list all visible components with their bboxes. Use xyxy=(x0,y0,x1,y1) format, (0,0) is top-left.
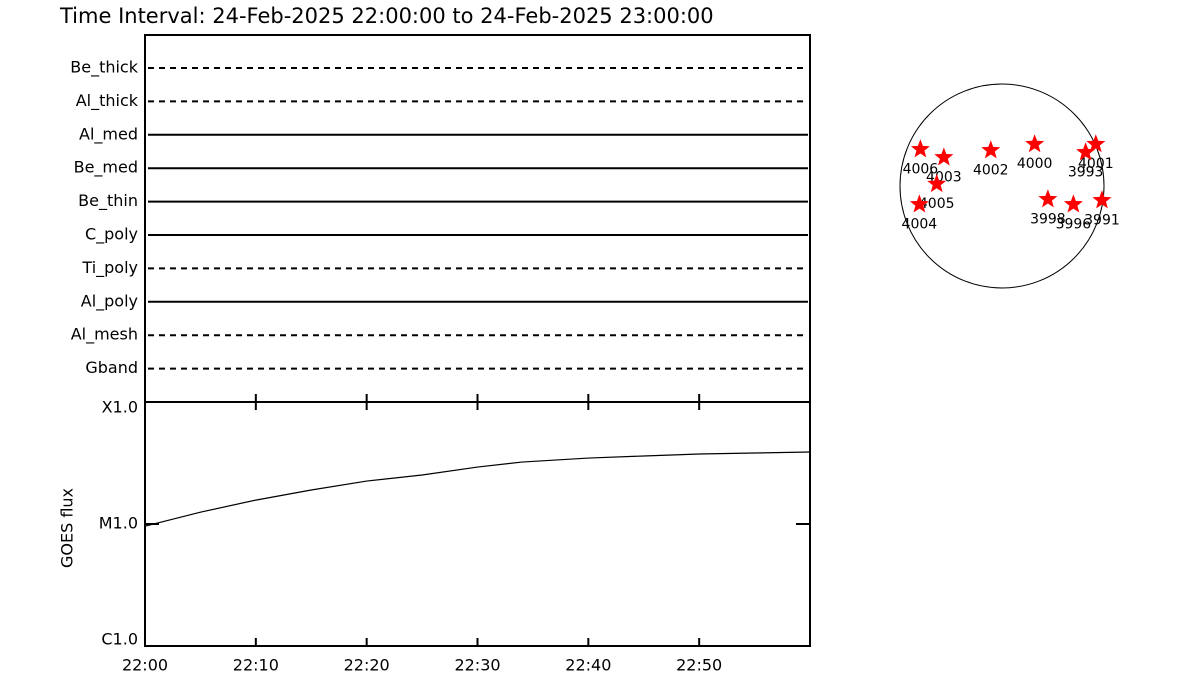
filter-label: C_poly xyxy=(85,225,138,245)
filter-label: Al_mesh xyxy=(71,325,138,345)
x-tick-label: 22:40 xyxy=(565,656,611,675)
region-star xyxy=(1076,142,1096,161)
y-tick-label: M1.0 xyxy=(99,514,138,533)
region-label: 4004 xyxy=(902,216,938,232)
filter-label: Al_poly xyxy=(81,291,138,311)
goes-panel xyxy=(144,401,811,647)
filter-label: Be_med xyxy=(74,158,138,178)
region-label: 3996 xyxy=(1056,216,1092,232)
region-label: 4006 xyxy=(903,161,939,177)
solar-disk xyxy=(899,83,1105,289)
region-star xyxy=(981,140,1001,159)
region-star xyxy=(1025,134,1045,153)
filter-label: Ti_poly xyxy=(81,258,138,278)
region-label: 3991 xyxy=(1084,212,1120,228)
filter-label: Al_med xyxy=(79,124,138,144)
region-label: 4002 xyxy=(973,162,1009,178)
region-star xyxy=(1063,194,1083,213)
filter-panel xyxy=(144,34,811,403)
filter-label: Gband xyxy=(85,358,138,377)
region-label: 3998 xyxy=(1030,211,1066,227)
region-label: 4005 xyxy=(919,196,955,212)
filter-label: Be_thin xyxy=(78,191,138,211)
y-axis-label: GOES flux xyxy=(58,488,77,568)
region-label: 4000 xyxy=(1017,156,1053,172)
x-tick-label: 22:10 xyxy=(233,656,279,675)
filter-label: Al_thick xyxy=(76,91,139,111)
region-star xyxy=(934,147,954,166)
y-tick-label: X1.0 xyxy=(102,398,138,417)
x-tick-label: 22:50 xyxy=(676,656,722,675)
region-label: 4001 xyxy=(1078,156,1114,172)
y-tick-label: C1.0 xyxy=(101,630,138,649)
region-star xyxy=(1038,189,1058,208)
chart-title: Time Interval: 24-Feb-2025 22:00:00 to 2… xyxy=(59,4,714,28)
filter-label: Be_thick xyxy=(70,58,138,78)
x-tick-label: 22:00 xyxy=(122,656,168,675)
x-tick-label: 22:30 xyxy=(454,656,500,675)
x-tick-label: 22:20 xyxy=(344,656,390,675)
region-star xyxy=(927,174,947,193)
region-star xyxy=(1092,190,1112,209)
region-star xyxy=(1086,134,1106,153)
region-star xyxy=(910,139,930,158)
region-star xyxy=(909,194,929,213)
goes-curve xyxy=(144,451,811,527)
region-label: 3993 xyxy=(1068,164,1104,180)
